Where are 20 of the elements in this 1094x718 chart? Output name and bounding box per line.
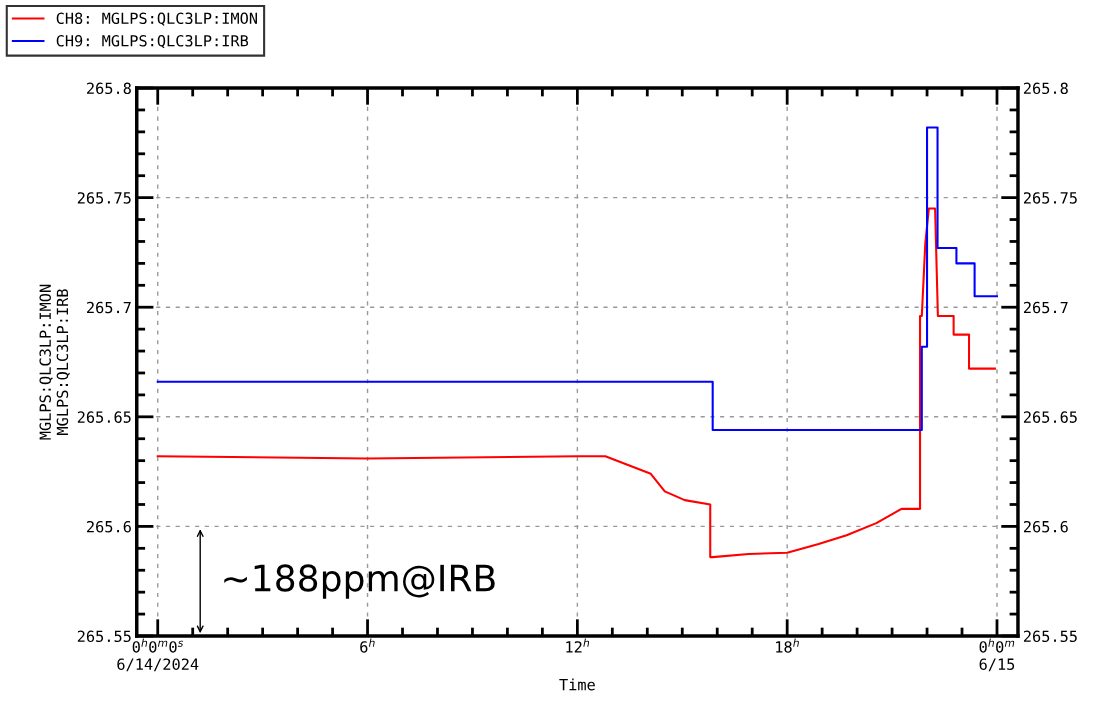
y-tick-label: 265.6 (87, 520, 131, 533)
y-tick-label: 265.65 (77, 411, 131, 423)
y2-tick-label: 265.6 (1023, 520, 1068, 533)
x-axis-title: Time (559, 678, 595, 691)
x-tick-label: 0$^{h}$0$^{m}$ 6/15 (979, 638, 1015, 672)
y2-tick-label: 265.75 (1023, 192, 1077, 204)
y2-tick-label: 265.7 (1023, 301, 1068, 314)
y2-tick-label: 265.8 (1023, 82, 1068, 95)
y-tick-label: 265.75 (77, 192, 131, 204)
y2-tick-label: 265.65 (1023, 411, 1077, 423)
x-tick-label: 6$^{h}$ (360, 638, 375, 653)
annotation: ~188ppm@IRB (224, 564, 495, 599)
y2-tick-label: 265.55 (1023, 630, 1077, 643)
y-tick-label: 265.7 (87, 301, 131, 314)
y-tick-label: 265.8 (87, 82, 131, 95)
x-tick-label: 18$^{h}$ (776, 638, 799, 653)
legend-label: CH9: MGLPS:QLC3LP:IRB (56, 34, 249, 49)
legend-label: CH8: MGLPS:QLC3LP:IMON (56, 12, 257, 26)
y-axis-title: MGLPS:QLC3LP:IMON MGLPS:QLC3LP:IRB (39, 284, 70, 440)
x-tick-label: 12$^{h}$ (566, 638, 590, 653)
